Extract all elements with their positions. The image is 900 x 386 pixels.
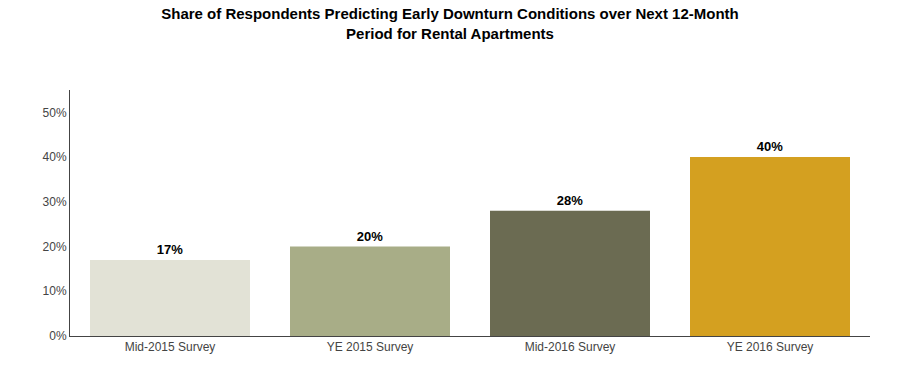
svg-text:10%: 10% <box>43 284 67 298</box>
svg-text:20%: 20% <box>43 240 67 254</box>
svg-text:30%: 30% <box>43 195 67 209</box>
svg-text:Mid-2016 Survey: Mid-2016 Survey <box>525 340 616 354</box>
svg-text:50%: 50% <box>43 106 67 120</box>
svg-text:0%: 0% <box>49 329 67 343</box>
svg-text:20%: 20% <box>357 229 383 244</box>
svg-text:28%: 28% <box>557 193 583 208</box>
svg-text:Mid-2015 Survey: Mid-2015 Survey <box>125 340 216 354</box>
svg-text:Share of Respondents Predictin: Share of Respondents Predicting Early Do… <box>161 5 739 42</box>
svg-text:YE 2016 Survey: YE 2016 Survey <box>727 340 814 354</box>
svg-text:YE 2015 Survey: YE 2015 Survey <box>327 340 414 354</box>
svg-text:17%: 17% <box>157 242 183 257</box>
svg-text:40%: 40% <box>757 139 783 154</box>
svg-text:40%: 40% <box>43 150 67 164</box>
